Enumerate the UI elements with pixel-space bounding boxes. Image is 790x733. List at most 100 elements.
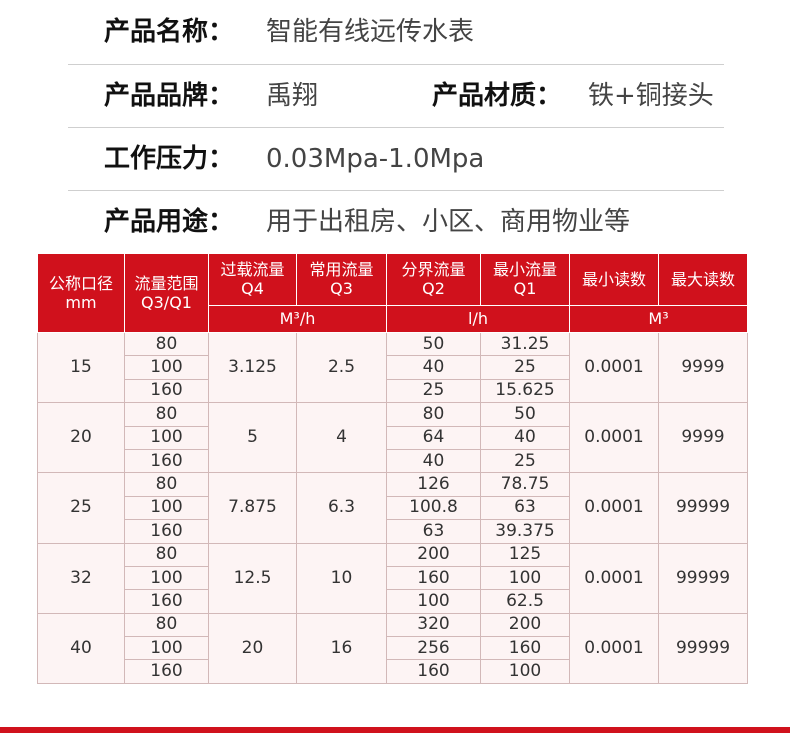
cell-ratio: 100 (124, 636, 209, 661)
cell-q2: 40 (386, 448, 481, 474)
cell-q2: 50 (386, 331, 481, 357)
table-row: 160 63 39.375 (38, 519, 748, 544)
header-q3-line1: 常用流量 (309, 260, 374, 279)
cell-q1: 100 (480, 565, 570, 591)
cell-min-reading: 0.0001 (569, 402, 659, 474)
header-q2-line1: 分界流量 (401, 260, 466, 279)
cell-q2: 256 (386, 636, 481, 661)
header-dn-line1: 公称口径 (48, 273, 113, 293)
cell-ratio: 100 (124, 495, 209, 521)
cell-q3: 10 (296, 542, 387, 614)
cell-ratio: 80 (124, 331, 209, 357)
cell-min-reading: 0.0001 (569, 472, 659, 544)
cell-q3: 4 (296, 402, 387, 474)
cell-ratio: 160 (124, 659, 209, 684)
cell-q4: 20 (208, 612, 297, 684)
header-q3: 常用流量 Q3 (296, 253, 387, 306)
unit-m3h: M³/h (208, 305, 387, 333)
cell-q4: 12.5 (208, 542, 297, 614)
cell-min-reading: 0.0001 (569, 612, 659, 684)
cell-q2: 126 (386, 472, 481, 497)
cell-ratio: 80 (124, 542, 209, 567)
table-row: 160 25 15.625 (38, 378, 748, 404)
cell-q2: 25 (386, 378, 481, 404)
cell-q1: 160 (480, 636, 570, 661)
cell-dn: 40 (37, 612, 125, 684)
cell-dn: 32 (37, 542, 125, 614)
table-row: 32 80 12.5 10 200 125 0.0001 99999 (37, 542, 748, 614)
cell-q4: 3.125 (208, 331, 297, 404)
cell-q1: 78.75 (480, 472, 570, 497)
table-row: 160 40 25 (38, 448, 748, 474)
value-brand: 禹翔 (266, 81, 319, 111)
cell-q2: 80 (386, 402, 481, 427)
value-product-name: 智能有线远传水表 (266, 17, 475, 47)
cell-q2: 63 (386, 519, 481, 544)
cell-max-reading: 99999 (658, 542, 748, 614)
header-q2-line2: Q2 (422, 279, 445, 298)
label-pressure: 工作压力： (104, 144, 235, 174)
table-row: 25 80 7.875 6.3 126 78.75 0.0001 99999 (37, 472, 748, 544)
cell-q4: 7.875 (208, 472, 297, 544)
cell-max-reading: 9999 (658, 331, 748, 404)
header-max-reading: 最大读数 (658, 253, 748, 306)
cell-q1: 31.25 (480, 331, 570, 357)
cell-ratio: 160 (124, 519, 209, 544)
table-row: 100 160 100 (38, 565, 748, 591)
table-row: 100 64 40 (38, 425, 748, 450)
header-q4: 过载流量 Q4 (208, 253, 297, 306)
cell-q2: 100 (386, 589, 481, 614)
label-usage: 产品用途： (104, 207, 235, 237)
header-q1-line2: Q1 (513, 279, 537, 298)
value-usage: 用于出租房、小区、商用物业等 (266, 207, 631, 237)
cell-max-reading: 99999 (658, 612, 748, 684)
header-q2: 分界流量 Q2 (386, 253, 481, 306)
header-q4-line2: Q4 (241, 279, 264, 298)
cell-q1: 50 (480, 402, 570, 427)
cell-q1: 125 (480, 542, 570, 567)
cell-q1: 25 (480, 448, 570, 474)
cell-ratio: 160 (124, 448, 209, 474)
cell-q3: 2.5 (296, 331, 387, 404)
cell-ratio: 100 (124, 355, 209, 380)
table-row: 160 160 100 (38, 659, 748, 684)
cell-q1: 62.5 (480, 589, 570, 614)
header-ratio-line1: 流量范围 (134, 273, 199, 293)
cell-ratio: 80 (124, 472, 209, 497)
cell-dn: 20 (37, 402, 125, 474)
cell-q1: 200 (480, 612, 570, 638)
cell-q1: 100 (480, 659, 570, 684)
cell-ratio: 100 (124, 425, 209, 450)
footer-bar (0, 727, 790, 733)
label-material: 产品材质： (432, 81, 563, 111)
header-min-reading: 最小读数 (569, 253, 659, 306)
product-info: 产品名称： 智能有线远传水表 产品品牌： 禹翔 产品材质： 铁+铜接头 工作压力… (68, 0, 724, 253)
header-dn-line2: mm (65, 292, 97, 312)
cell-q1: 40 (480, 425, 570, 450)
table-row: 160 100 62.5 (38, 589, 748, 614)
cell-ratio: 100 (124, 565, 209, 591)
cell-min-reading: 0.0001 (569, 331, 659, 404)
cell-q1: 25 (480, 355, 570, 380)
header-q4-line1: 过载流量 (220, 260, 285, 279)
info-row-pressure: 工作压力： 0.03Mpa-1.0Mpa (68, 128, 724, 190)
info-row-name: 产品名称： 智能有线远传水表 (68, 0, 724, 64)
cell-q1: 39.375 (480, 519, 570, 544)
spec-table-body: 15 80 3.125 2.5 50 31.25 0.0001 9999 100 40 25 160 2… (37, 331, 748, 684)
cell-q2: 320 (386, 612, 481, 638)
label-brand: 产品品牌： (104, 81, 235, 111)
header-dn: 公称口径 mm (37, 253, 125, 333)
header-ratio-line2: Q3/Q1 (141, 292, 192, 312)
cell-ratio: 160 (124, 589, 209, 614)
cell-dn: 25 (37, 472, 125, 544)
value-material: 铁+铜接头 (588, 81, 714, 111)
cell-q4: 5 (208, 402, 297, 474)
table-row: 100 40 25 (38, 355, 748, 380)
cell-q2: 200 (386, 542, 481, 567)
header-q1-line1: 最小流量 (492, 260, 557, 279)
cell-max-reading: 99999 (658, 472, 748, 544)
cell-ratio: 80 (124, 402, 209, 427)
cell-q2: 160 (386, 565, 481, 591)
cell-q3: 16 (296, 612, 387, 684)
table-row: 15 80 3.125 2.5 50 31.25 0.0001 9999 (37, 331, 748, 404)
